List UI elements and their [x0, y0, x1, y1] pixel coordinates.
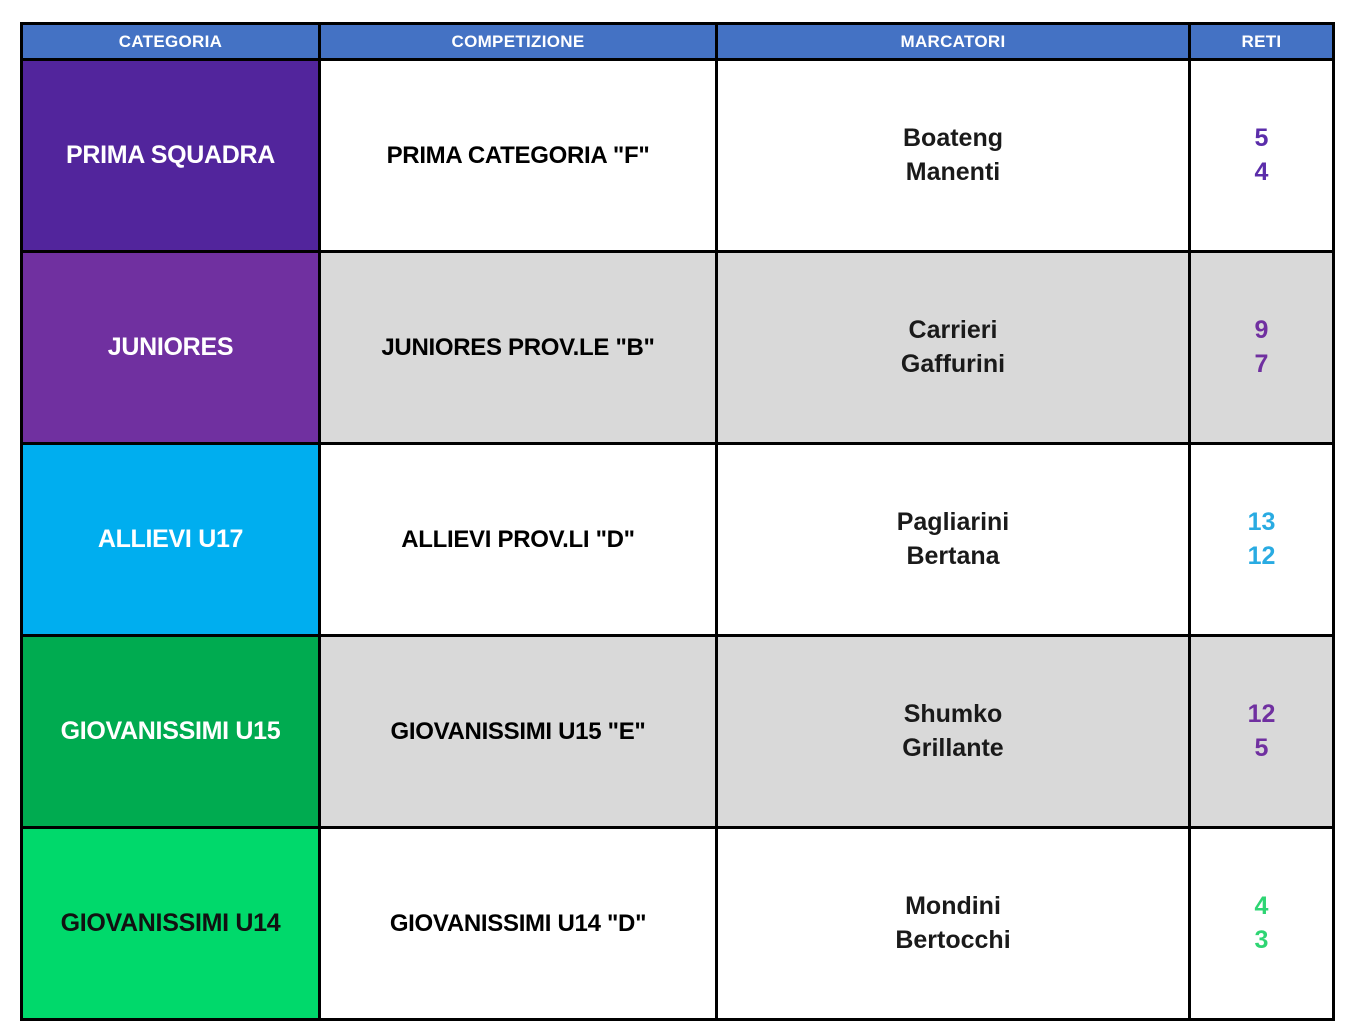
categoria-label: GIOVANISSIMI U15: [60, 717, 281, 745]
categoria-cell: ALLIEVI U17: [20, 442, 321, 637]
reti-cell: 12 5: [1188, 634, 1335, 829]
header-marcatori: MARCATORI: [715, 22, 1191, 61]
reti-cell: 4 3: [1188, 826, 1335, 1021]
table-row: ALLIEVI U17 ALLIEVI PROV.LI "D" Pagliari…: [20, 442, 1335, 637]
categoria-label: PRIMA SQUADRA: [65, 141, 276, 169]
competizione-cell: PRIMA CATEGORIA "F": [318, 58, 718, 253]
marcatore-name-1: Mondini: [905, 892, 1001, 920]
header-competizione: COMPETIZIONE: [318, 22, 718, 61]
marcatore-name-1: Boateng: [903, 124, 1003, 152]
competizione-label: GIOVANISSIMI U15 "E": [390, 717, 646, 745]
marcatore-name-2: Gaffurini: [900, 350, 1006, 378]
reti-value-2: 4: [1254, 158, 1269, 186]
marcatori-cell: Boateng Manenti: [715, 58, 1191, 253]
reti-value-2: 7: [1254, 350, 1269, 378]
table-row: GIOVANISSIMI U15 GIOVANISSIMI U15 "E" Sh…: [20, 634, 1335, 829]
marcatori-cell: Pagliarini Bertana: [715, 442, 1191, 637]
marcatori-cell: Shumko Grillante: [715, 634, 1191, 829]
table-row: PRIMA SQUADRA PRIMA CATEGORIA "F" Boaten…: [20, 58, 1335, 253]
reti-value-1: 13: [1247, 508, 1276, 536]
competizione-label: PRIMA CATEGORIA "F": [386, 141, 650, 169]
marcatore-name-1: Pagliarini: [896, 508, 1010, 536]
marcatori-cell: Carrieri Gaffurini: [715, 250, 1191, 445]
categoria-label: ALLIEVI U17: [97, 525, 244, 553]
competizione-label: JUNIORES PROV.LE "B": [381, 333, 655, 361]
reti-value-2: 3: [1254, 926, 1269, 954]
marcatore-name-1: Shumko: [903, 700, 1003, 728]
competizione-cell: GIOVANISSIMI U15 "E": [318, 634, 718, 829]
scorers-table: CATEGORIA COMPETIZIONE MARCATORI RETI PR…: [20, 22, 1335, 1021]
marcatore-name-2: Bertocchi: [895, 926, 1011, 954]
reti-cell: 13 12: [1188, 442, 1335, 637]
reti-value-1: 9: [1254, 316, 1269, 344]
categoria-cell: GIOVANISSIMI U14: [20, 826, 321, 1021]
table-row: GIOVANISSIMI U14 GIOVANISSIMI U14 "D" Mo…: [20, 826, 1335, 1021]
reti-value-1: 12: [1247, 700, 1276, 728]
competizione-cell: GIOVANISSIMI U14 "D": [318, 826, 718, 1021]
reti-value-2: 5: [1254, 734, 1269, 762]
marcatori-cell: Mondini Bertocchi: [715, 826, 1191, 1021]
reti-value-1: 4: [1254, 892, 1269, 920]
categoria-cell: GIOVANISSIMI U15: [20, 634, 321, 829]
categoria-label: GIOVANISSIMI U14: [60, 909, 281, 937]
marcatore-name-2: Grillante: [902, 734, 1004, 762]
reti-cell: 5 4: [1188, 58, 1335, 253]
table-row: JUNIORES JUNIORES PROV.LE "B" Carrieri G…: [20, 250, 1335, 445]
marcatore-name-2: Bertana: [906, 542, 1000, 570]
competizione-cell: ALLIEVI PROV.LI "D": [318, 442, 718, 637]
header-categoria: CATEGORIA: [20, 22, 321, 61]
header-reti: RETI: [1188, 22, 1335, 61]
categoria-label: JUNIORES: [107, 333, 234, 361]
header-row: CATEGORIA COMPETIZIONE MARCATORI RETI: [20, 22, 1335, 61]
reti-value-1: 5: [1254, 124, 1269, 152]
categoria-cell: PRIMA SQUADRA: [20, 58, 321, 253]
marcatore-name-1: Carrieri: [908, 316, 998, 344]
marcatore-name-2: Manenti: [905, 158, 1001, 186]
reti-value-2: 12: [1247, 542, 1276, 570]
competizione-label: GIOVANISSIMI U14 "D": [389, 909, 647, 937]
competizione-cell: JUNIORES PROV.LE "B": [318, 250, 718, 445]
competizione-label: ALLIEVI PROV.LI "D": [401, 525, 635, 553]
reti-cell: 9 7: [1188, 250, 1335, 445]
categoria-cell: JUNIORES: [20, 250, 321, 445]
